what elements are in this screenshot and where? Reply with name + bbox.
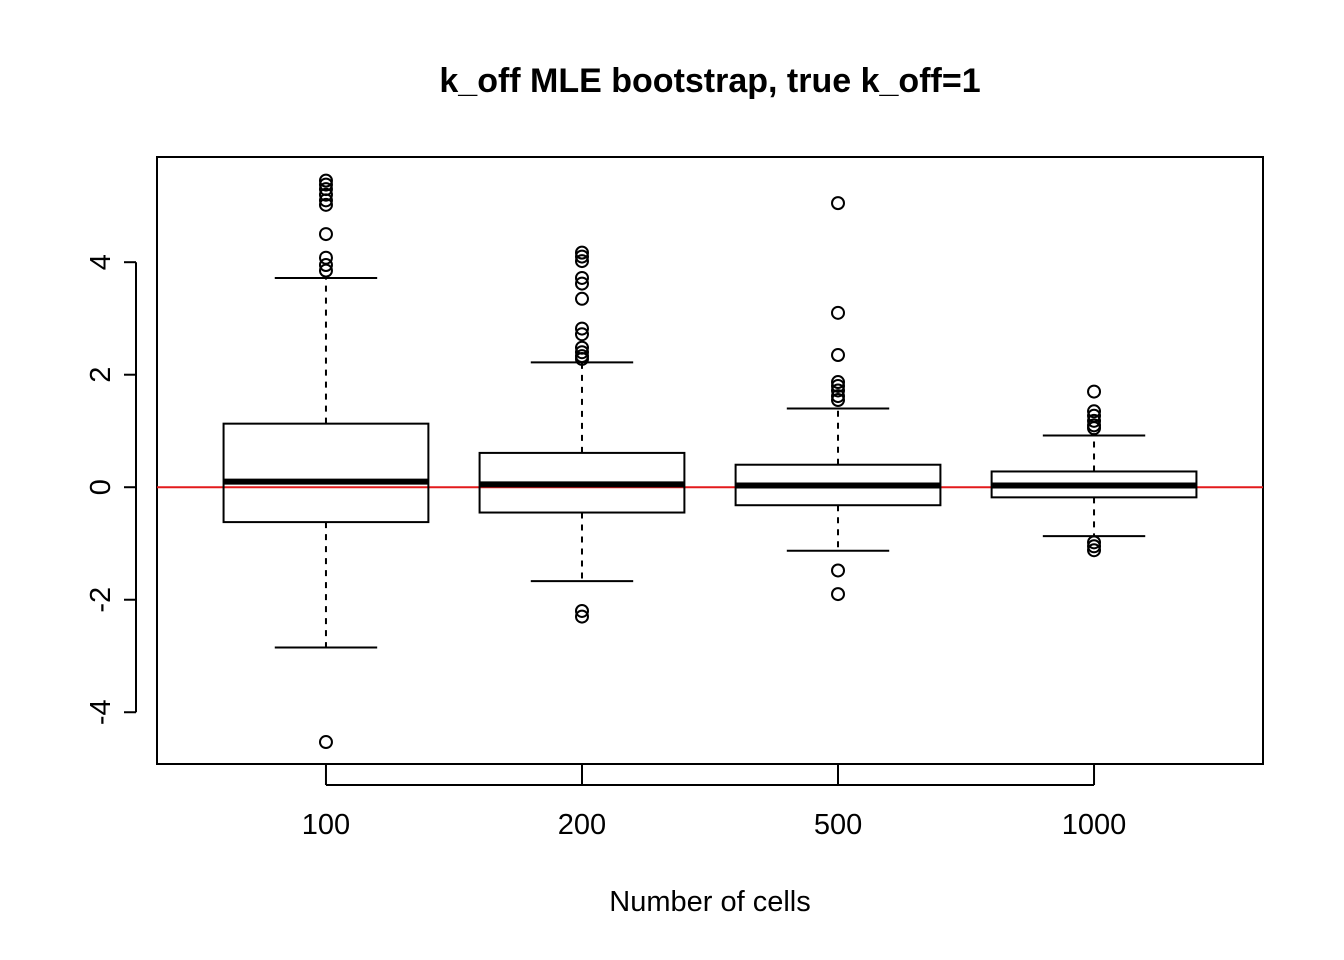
y-tick-label: 0 [85,479,117,495]
outlier-point [318,177,333,192]
outlier-point [1087,413,1102,428]
x-tick-label: 500 [814,809,862,841]
outlier-point [831,305,846,320]
x-axis-label: Number of cells [609,886,810,918]
outlier-point [831,378,846,393]
boxes-layer [222,173,1198,750]
outlier-point [318,193,333,208]
outlier-point [574,327,589,342]
outlier-point [318,735,333,750]
y-tick-label: 4 [85,254,117,270]
outlier-point [831,375,846,390]
outlier-point [1087,421,1102,436]
outlier-point [574,276,589,291]
outlier-point [831,348,846,363]
box-iqr [222,422,430,524]
outlier-point [831,383,846,398]
outlier-point [831,389,846,404]
x-tick-label: 1000 [1062,809,1127,841]
outlier-point [831,393,846,408]
plot-frame [156,156,1264,765]
outlier-point [831,587,846,602]
outlier-point [318,187,333,202]
y-tick-label: -2 [85,587,117,613]
outlier-point [1087,535,1102,550]
outlier-point [574,254,589,269]
outlier-point [574,245,589,260]
outlier-point [574,270,589,285]
outlier-point [574,345,589,360]
outlier-point [574,603,589,618]
outlier-point [318,263,333,278]
y-tick-label: -4 [85,699,117,725]
box-group-500 [734,196,942,602]
outlier-point [1087,384,1102,399]
chart-title: k_off MLE bootstrap, true k_off=1 [439,62,980,100]
box-group-1000 [990,384,1198,558]
outlier-point [318,197,333,212]
box-group-200 [478,245,686,624]
outlier-point [574,351,589,366]
outlier-point [574,321,589,336]
outlier-point [831,563,846,578]
box-group-100 [222,173,430,750]
outlier-point [574,291,589,306]
y-tick-label: 2 [85,367,117,383]
outlier-point [574,249,589,264]
outlier-point [318,173,333,188]
outlier-point [831,196,846,211]
outlier-point [1087,539,1102,554]
outlier-point [574,609,589,624]
x-axis: 100 200 500 1000 [302,765,1127,841]
outlier-point [1087,543,1102,558]
y-axis: -4 -2 0 2 4 [85,254,137,725]
x-tick-label: 100 [302,809,350,841]
outlier-point [318,227,333,242]
outlier-point [1087,404,1102,419]
outlier-point [318,258,333,273]
x-tick-label: 200 [558,809,606,841]
